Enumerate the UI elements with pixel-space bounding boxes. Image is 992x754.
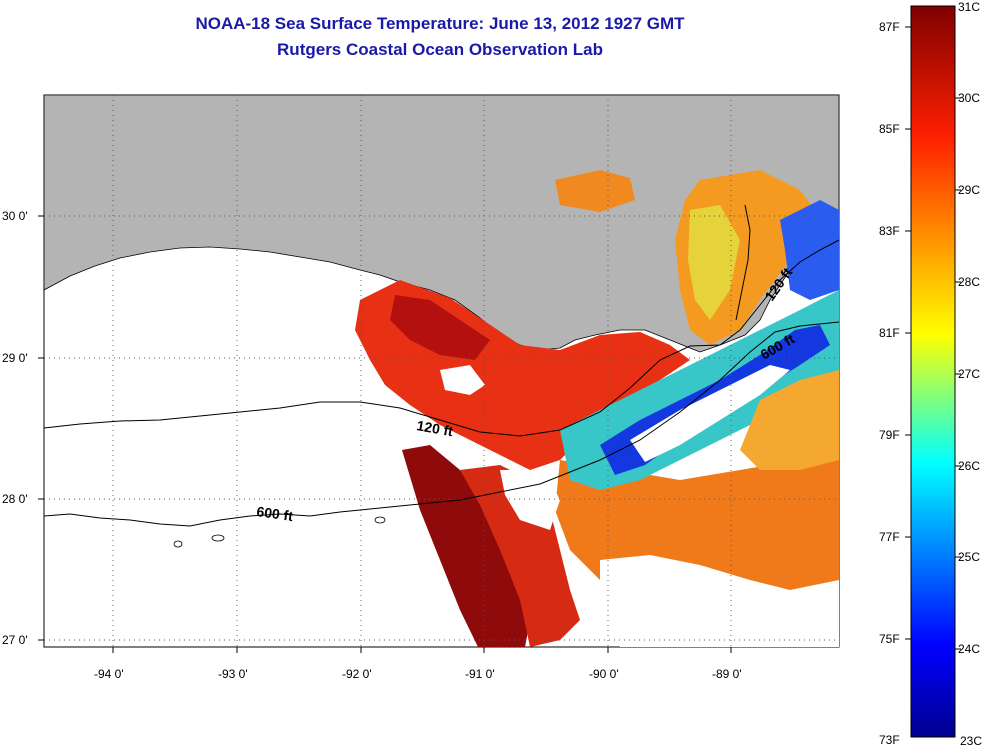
axis-ticks (38, 215, 732, 653)
colorbar-label-31c: 31C (958, 0, 981, 14)
colorbar-label-77f: 77F (879, 530, 900, 544)
sst-patch-south-darkred (402, 445, 530, 647)
contour-island-1 (173, 540, 183, 548)
colorbar-label-28c: 28C (958, 275, 981, 289)
nodata-gap-southeast (600, 555, 839, 647)
lat-label-30: 30 0' (2, 209, 28, 223)
colorbar-ticks (905, 26, 961, 650)
colorbar-label-79f: 79F (879, 428, 900, 442)
colorbar-label-26c: 26C (958, 459, 981, 473)
colorbar-label-23c: 23C (960, 734, 983, 748)
nodata-gap-inner (630, 365, 790, 462)
colorbar-label-87f: 87F (879, 20, 900, 34)
contour-600ft (44, 321, 839, 527)
lon-label-92: -92 0' (342, 667, 372, 681)
colorbar-label-73f: 73F (879, 733, 900, 747)
sst-patch-northeast-blue (780, 200, 839, 300)
contour-shelf-east (735, 204, 751, 321)
contour-120ft (44, 239, 839, 437)
nodata-gap-shelf (440, 365, 485, 395)
colorbar-label-24c: 24C (958, 642, 981, 656)
nodata-gap-south (500, 470, 560, 530)
colorbar-label-27c: 27C (958, 367, 981, 381)
colorbar-label-83f: 83F (879, 224, 900, 238)
map-title-line2: Rutgers Coastal Ocean Observation Lab (277, 40, 603, 59)
lon-label-90: -90 0' (589, 667, 619, 681)
contour-island-3 (374, 516, 386, 524)
colorbar-label-25c: 25C (958, 550, 981, 564)
lon-label-91: -91 0' (465, 667, 495, 681)
contour-label-120ft-west: 120 ft (415, 417, 454, 439)
lon-label-94: -94 0' (94, 667, 124, 681)
graticule (44, 95, 839, 647)
colorbar-label-81f: 81F (879, 326, 900, 340)
sst-patch-shelf-darkred (390, 295, 490, 360)
lat-label-29: 29 0' (2, 351, 28, 365)
lat-label-27: 27 0' (2, 633, 28, 647)
colorbar (910, 5, 956, 738)
sst-patch-inland-orange (555, 170, 635, 212)
contour-island-2 (211, 534, 225, 542)
colorbar-label-29c: 29C (958, 183, 981, 197)
lat-label-28: 28 0' (2, 492, 28, 506)
colorbar-label-75f: 75F (879, 632, 900, 646)
sst-patch-east-orange-lower (740, 370, 839, 470)
map-title-line1: NOAA-18 Sea Surface Temperature: June 13… (195, 14, 685, 33)
lon-label-93: -93 0' (218, 667, 248, 681)
lon-label-89: -89 0' (712, 667, 742, 681)
sst-patch-east-yellow (688, 205, 740, 320)
colorbar-label-85f: 85F (879, 122, 900, 136)
colorbar-label-30c: 30C (958, 91, 981, 105)
contour-label-600ft-west: 600 ft (256, 503, 295, 524)
